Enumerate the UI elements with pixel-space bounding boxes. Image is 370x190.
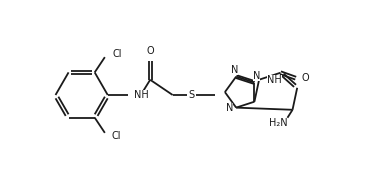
Text: H₂N: H₂N (269, 118, 287, 128)
Text: N: N (226, 103, 233, 113)
Text: Cl: Cl (111, 131, 121, 142)
Text: Cl: Cl (113, 49, 122, 59)
Text: N: N (253, 71, 260, 81)
Text: O: O (147, 46, 154, 56)
Text: S: S (188, 90, 195, 100)
Text: N: N (231, 65, 238, 75)
Text: O: O (302, 73, 309, 83)
Text: NH: NH (267, 75, 282, 85)
Text: NH: NH (134, 90, 149, 100)
